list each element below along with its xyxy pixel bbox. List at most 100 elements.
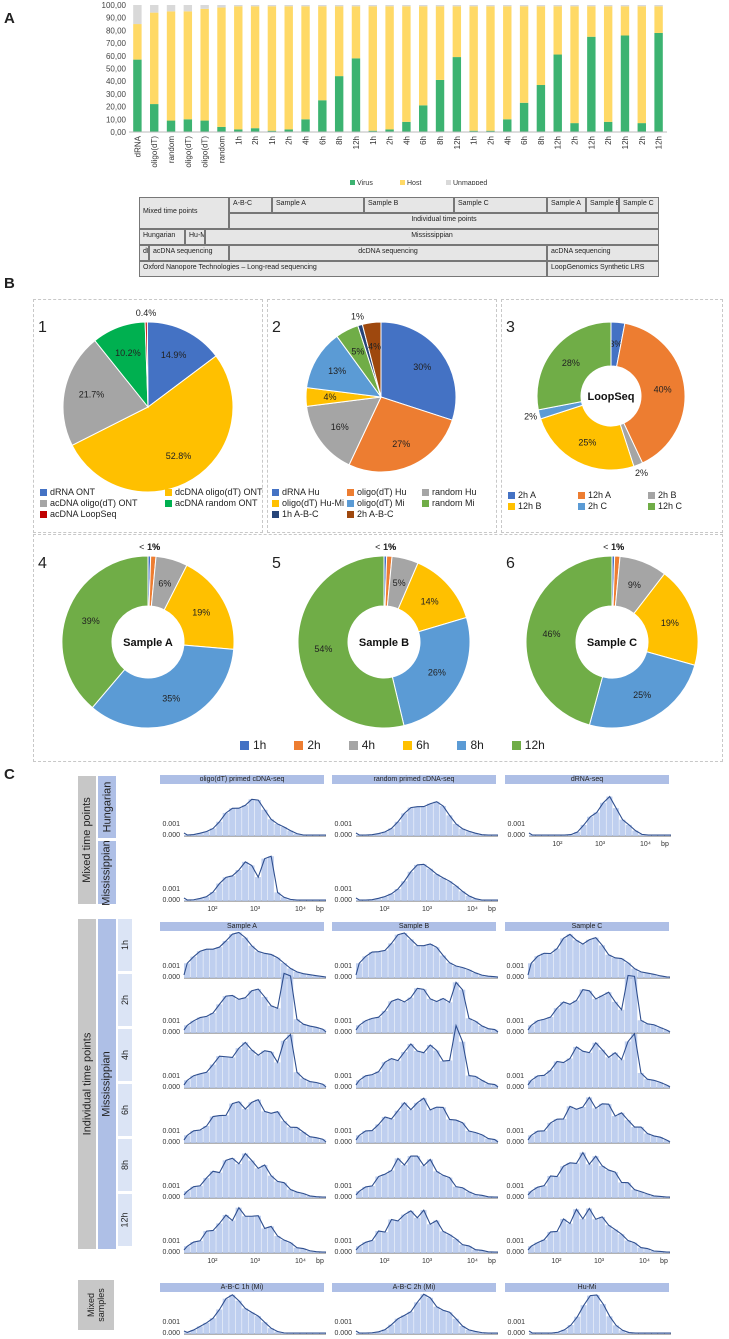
histogram-bar	[184, 1080, 190, 1088]
x-axis-unit: bp	[316, 1258, 324, 1265]
histogram-bar	[433, 874, 440, 901]
histogram-bar	[624, 1041, 631, 1088]
pie-panel-2	[267, 299, 497, 533]
slice-label: 9%	[628, 580, 641, 590]
bar-segment-host	[452, 6, 462, 58]
histogram-bar	[593, 1295, 600, 1334]
legend-swatch	[347, 499, 354, 507]
pie-charts: 14.9% 52.8% 21.7% 10.2% 0.4% 1 30% 27% 16% 4% 13% 5…	[38, 308, 699, 729]
histogram-bar	[300, 1193, 307, 1198]
histogram-bar	[216, 947, 223, 978]
pie-slice	[361, 321, 382, 398]
legend-swatch	[272, 488, 279, 496]
histogram-bar	[267, 954, 274, 978]
histogram-bar	[300, 973, 307, 978]
pie-slice	[297, 555, 405, 729]
y-tick-label: 0.000	[506, 974, 524, 981]
histogram-bar	[560, 1118, 567, 1143]
slice-label: 46%	[543, 629, 561, 639]
histogram-bar	[472, 972, 479, 978]
x-tick-label: 1h	[369, 136, 378, 145]
bar-segment-host	[133, 24, 142, 60]
histogram-bar	[611, 1116, 618, 1143]
histogram-bar	[420, 806, 427, 836]
y-tick-label: 70,00	[106, 39, 127, 48]
histogram-bar	[567, 834, 574, 836]
y-tick-label: 0.000	[506, 1139, 524, 1146]
histogram-bar	[368, 1018, 375, 1033]
y-tick-label: 0.001	[334, 1073, 352, 1080]
histogram-bar	[605, 954, 612, 978]
histogram-bar	[255, 1055, 261, 1088]
slice-label: 13%	[328, 366, 346, 376]
histogram-bar	[267, 1005, 274, 1033]
legend-label: random Mi	[432, 498, 475, 508]
density-curve	[527, 1096, 671, 1143]
histogram-bar	[446, 1312, 453, 1334]
legend-item: 2h A-B-C	[347, 509, 394, 519]
histogram-bar	[427, 803, 433, 836]
x-tick-label: 1h	[234, 136, 243, 145]
bar-segment-unmapped	[469, 5, 478, 7]
y-tick-label: 0,00	[110, 128, 126, 137]
histogram-bar	[573, 1046, 580, 1088]
histogram-bar	[566, 1004, 573, 1033]
histogram-bar	[465, 1075, 472, 1088]
x-axis-unit: bp	[660, 1258, 668, 1265]
bar-segment-unmapped	[284, 5, 293, 7]
histogram-bar	[452, 1238, 459, 1253]
y-tick-label: 0.000	[162, 1084, 180, 1091]
slice-label: 19%	[192, 607, 210, 617]
y-tick-label: 0.000	[334, 1029, 352, 1036]
y-tick-label: 0.000	[506, 1249, 524, 1256]
slice-label: 5%	[393, 578, 406, 588]
bar-segment-unmapped	[351, 5, 361, 7]
histogram-bar	[388, 943, 395, 978]
time-label: 12h	[118, 1194, 132, 1246]
histogram-bar	[407, 997, 414, 1033]
bar-segment-host	[267, 6, 277, 131]
histogram-bar	[235, 870, 242, 901]
bar-segment-host	[351, 6, 361, 59]
histogram-bar	[446, 1119, 453, 1143]
column-header: oligo(dT) primed cDNA-seq	[160, 775, 324, 784]
histogram-bar	[319, 1084, 326, 1088]
histogram-bar	[478, 1332, 485, 1334]
histogram-bar	[573, 1000, 580, 1033]
histogram-bar	[644, 1079, 651, 1088]
x-tick-label: 2h	[251, 136, 260, 145]
histogram-bar	[293, 1247, 300, 1253]
slice-label: 2%	[524, 412, 537, 422]
histogram-bar	[401, 813, 408, 836]
bar-segment-virus	[570, 123, 579, 132]
bar-segment-virus	[318, 100, 327, 132]
legend-item: 12h C	[648, 501, 682, 511]
legend-swatch	[508, 491, 515, 499]
histogram-bar	[465, 895, 472, 901]
x-tick-label: 10²	[379, 906, 390, 913]
bar-segment-host	[519, 6, 529, 103]
histogram-bar	[190, 834, 197, 836]
legend-swatch	[165, 488, 172, 496]
design-table: Mixed time points A-B-C Sample A Sample B Sa…	[139, 197, 659, 279]
histogram-bar	[446, 1234, 453, 1253]
legend-swatch	[272, 510, 279, 518]
histogram-bar	[553, 948, 560, 978]
histogram-bar	[534, 1242, 541, 1253]
bar-segment-host	[603, 6, 613, 122]
histogram-bar	[242, 997, 249, 1033]
histogram-bar	[267, 1051, 274, 1088]
histogram-bar	[293, 833, 300, 836]
bar-segment-virus	[133, 59, 142, 132]
y-tick-label: 0.000	[334, 1330, 352, 1337]
histogram-bar	[472, 1331, 479, 1334]
histogram-bar	[196, 1240, 203, 1253]
y-tick-label: 0.000	[334, 1194, 352, 1201]
histogram-bar	[362, 1075, 369, 1088]
legend-label: acDNA oligo(dT) ONT	[50, 498, 138, 508]
histogram-bar	[235, 1207, 242, 1253]
histogram-bar	[274, 1236, 281, 1253]
bar-segment-host	[570, 6, 579, 124]
histogram-bar	[528, 1135, 534, 1143]
histogram-bar	[184, 1332, 190, 1334]
